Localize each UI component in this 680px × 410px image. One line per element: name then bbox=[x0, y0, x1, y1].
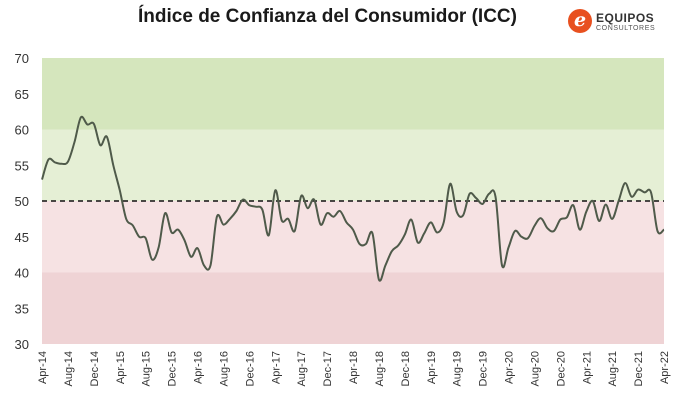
x-tick-label: Aug-16 bbox=[218, 351, 230, 386]
x-tick-label: Dec-18 bbox=[400, 351, 412, 386]
band-30-40 bbox=[42, 272, 664, 344]
x-tick-label: Apr-20 bbox=[504, 351, 516, 384]
x-tick-label: Dec-21 bbox=[633, 351, 645, 386]
x-axis: Apr-14 Aug-14 Dec-14 Apr-15 Aug-15 Dec-15 Apr-… bbox=[37, 351, 671, 387]
x-tick-label: Aug-18 bbox=[374, 351, 386, 386]
x-tick-label: Apr-16 bbox=[193, 351, 205, 384]
company-logo: e EQUIPOS CONSULTORES bbox=[568, 8, 676, 36]
x-tick-label: Dec-15 bbox=[167, 351, 179, 386]
x-tick-label: Apr-17 bbox=[270, 351, 282, 384]
x-tick-label: Aug-17 bbox=[296, 351, 308, 386]
y-tick-label: 50 bbox=[15, 194, 29, 209]
x-tick-label: Apr-18 bbox=[348, 351, 360, 384]
band-50-60 bbox=[42, 129, 664, 201]
chart-title: Índice de Confianza del Consumidor (ICC) bbox=[138, 6, 517, 27]
x-tick-label: Apr-19 bbox=[426, 351, 438, 384]
x-tick-label: Aug-14 bbox=[63, 351, 75, 386]
band-40-50 bbox=[42, 201, 664, 273]
band-60-70 bbox=[42, 58, 664, 130]
logo-subtitle: CONSULTORES bbox=[596, 25, 656, 32]
x-tick-label: Dec-14 bbox=[89, 351, 101, 386]
background-bands bbox=[42, 58, 664, 344]
y-axis: 30 35 40 45 50 55 60 65 70 bbox=[15, 51, 29, 352]
y-tick-label: 55 bbox=[15, 158, 29, 173]
x-tick-label: Aug-21 bbox=[607, 351, 619, 386]
icc-series-line bbox=[41, 115, 665, 282]
y-tick-label: 60 bbox=[15, 123, 29, 138]
x-tick-label: Apr-21 bbox=[581, 351, 593, 384]
x-tick-label: Dec-20 bbox=[555, 351, 567, 386]
x-tick-label: Dec-17 bbox=[322, 351, 334, 386]
x-tick-label: Apr-14 bbox=[37, 351, 49, 384]
x-tick-label: Dec-16 bbox=[244, 351, 256, 386]
y-tick-label: 40 bbox=[15, 266, 29, 281]
logo-name: EQUIPOS bbox=[596, 11, 655, 25]
x-tick-label: Apr-15 bbox=[115, 351, 127, 384]
y-tick-label: 30 bbox=[15, 337, 29, 352]
x-tick-label: Dec-19 bbox=[478, 351, 490, 386]
x-tick-label: Aug-20 bbox=[529, 351, 541, 386]
logo-e-icon: e bbox=[568, 9, 592, 33]
x-tick-label: Apr-22 bbox=[659, 351, 671, 384]
x-tick-label: Aug-19 bbox=[452, 351, 464, 386]
y-tick-label: 35 bbox=[15, 301, 29, 316]
x-tick-label: Aug-15 bbox=[141, 351, 153, 386]
y-tick-label: 45 bbox=[15, 230, 29, 245]
y-tick-label: 70 bbox=[15, 51, 29, 66]
y-tick-label: 65 bbox=[15, 87, 29, 102]
